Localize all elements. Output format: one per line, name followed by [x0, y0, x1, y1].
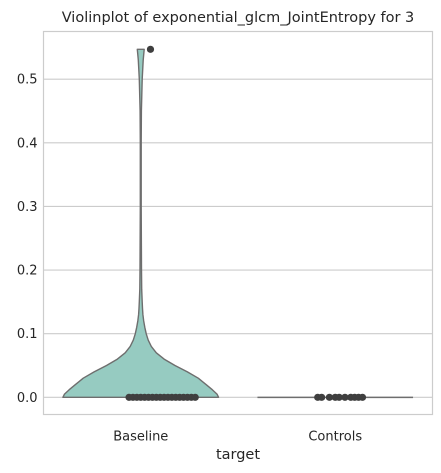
x-axis-title: target — [216, 447, 260, 463]
chart-title: Violinplot of exponential_glcm_JointEntr… — [62, 10, 415, 26]
data-point — [341, 393, 349, 401]
data-point — [146, 45, 155, 53]
y-tick-label: 0.3 — [17, 200, 38, 215]
data-points — [125, 45, 367, 401]
data-point — [191, 393, 199, 401]
data-point — [335, 393, 343, 401]
y-tick-label: 0.2 — [17, 264, 38, 279]
x-tick-label: Baseline — [113, 430, 168, 445]
plot-frame — [42, 30, 434, 416]
x-tick-label: Controls — [308, 430, 362, 445]
violins — [62, 48, 414, 399]
y-tick-label: 0.0 — [17, 391, 38, 406]
data-point — [325, 393, 334, 401]
gridlines — [43, 78, 433, 398]
x-axis: Baseline Controls — [113, 430, 362, 445]
data-point — [318, 393, 326, 401]
violin-baseline — [62, 48, 220, 398]
y-axis: 0.0 0.1 0.2 0.3 0.4 0.5 — [17, 73, 38, 406]
y-tick-label: 0.5 — [17, 73, 38, 88]
data-point — [358, 393, 367, 401]
y-tick-label: 0.1 — [17, 327, 38, 342]
y-tick-label: 0.4 — [17, 136, 38, 151]
